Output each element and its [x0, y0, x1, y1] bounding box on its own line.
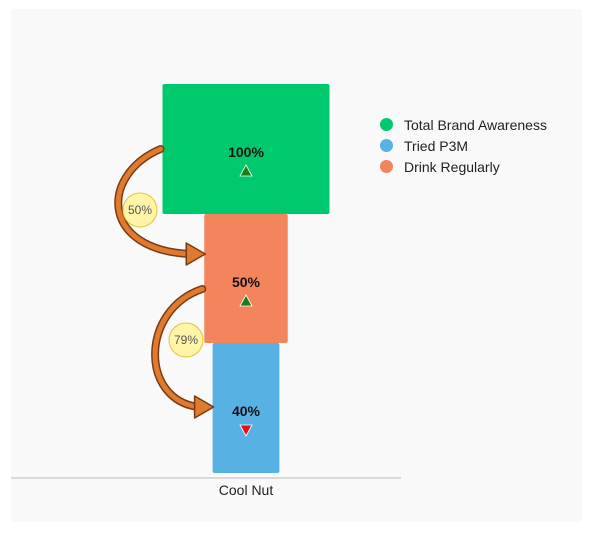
- legend-swatch: [380, 160, 393, 173]
- legend-label: Tried P3M: [404, 137, 469, 154]
- conversion-rate-bubble: [122, 192, 158, 228]
- conversion-arrow: [115, 146, 193, 257]
- legend-swatch: [380, 118, 393, 131]
- legend-item-drink-regularly[interactable]: Drink Regularly: [380, 156, 547, 177]
- chart-legend: Total Brand Awareness Tried P3M Drink Re…: [380, 114, 547, 177]
- conversion-rate-label: 50%: [128, 203, 152, 217]
- bar-value-label: 100%: [228, 144, 264, 160]
- arrowhead-icon: [193, 395, 215, 419]
- legend-swatch: [380, 139, 393, 152]
- bar-value-label: 50%: [232, 274, 261, 290]
- legend-item-tried-p3m[interactable]: Tried P3M: [380, 135, 547, 156]
- funnel-bar[interactable]: [212, 343, 280, 473]
- arrowhead-icon: [185, 242, 206, 266]
- funnel-bar[interactable]: [162, 84, 330, 214]
- x-axis-category-label: Cool Nut: [218, 482, 274, 498]
- trend-down-icon: [239, 424, 253, 437]
- bar-value-label: 40%: [232, 403, 261, 419]
- conversion-rate-bubble: [168, 322, 204, 358]
- legend-label: Total Brand Awareness: [404, 116, 547, 133]
- trend-up-icon: [239, 294, 253, 307]
- funnel-bar[interactable]: [204, 214, 288, 343]
- conversion-rate-label: 79%: [174, 333, 198, 347]
- conversion-arrow: [152, 286, 205, 410]
- legend-label: Drink Regularly: [404, 158, 500, 175]
- legend-item-total-brand-awareness[interactable]: Total Brand Awareness: [380, 114, 547, 135]
- trend-up-icon: [239, 164, 253, 177]
